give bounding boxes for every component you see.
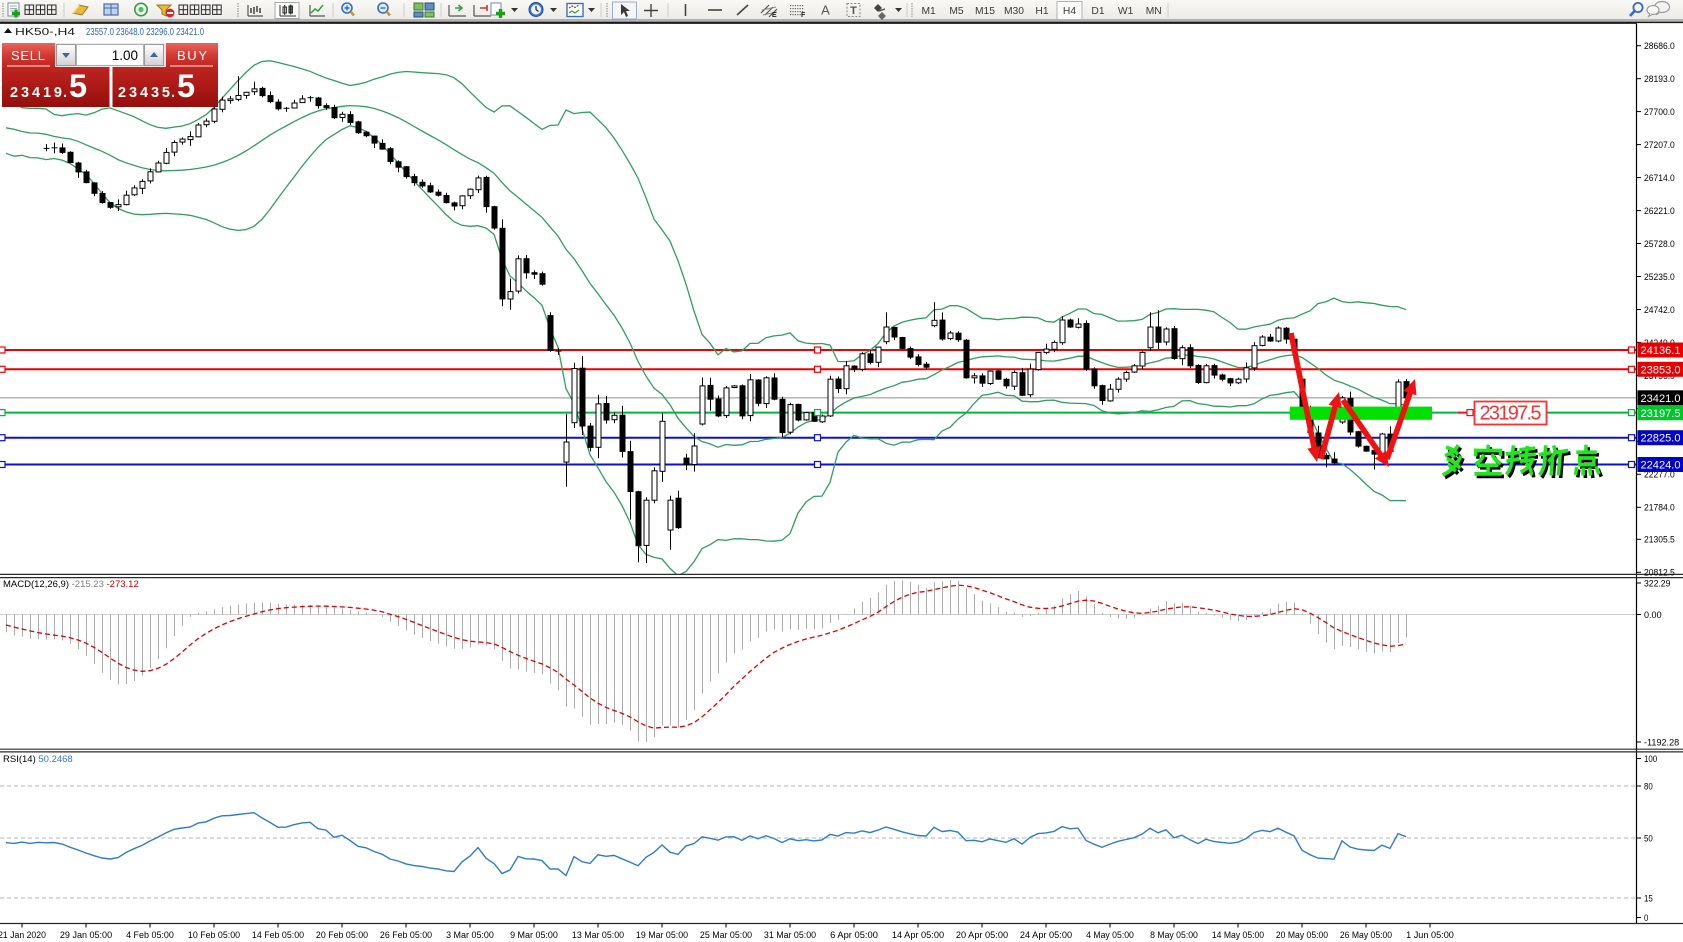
svg-text:-1192.28: -1192.28 — [1644, 737, 1679, 748]
svg-text:14 Feb 05:00: 14 Feb 05:00 — [252, 930, 304, 940]
svg-text:HK50-,H4: HK50-,H4 — [15, 27, 76, 38]
svg-text:9 Mar 05:00: 9 Mar 05:00 — [510, 930, 558, 940]
svg-text:28193.0: 28193.0 — [1644, 74, 1675, 85]
svg-text:MACD(12,26,9) -215.23 -273.12: MACD(12,26,9) -215.23 -273.12 — [3, 579, 139, 590]
svg-text:26 May 05:00: 26 May 05:00 — [1340, 930, 1392, 940]
svg-text:H1: H1 — [1035, 6, 1048, 17]
svg-text:24 Apr 05:00: 24 Apr 05:00 — [1020, 930, 1072, 940]
svg-text:23197.5: 23197.5 — [1641, 408, 1681, 420]
svg-text:20 May 05:00: 20 May 05:00 — [1276, 930, 1328, 940]
svg-text:M15: M15 — [975, 6, 995, 17]
svg-text:H4: H4 — [1063, 6, 1076, 17]
svg-text:A: A — [821, 3, 830, 18]
svg-text:23435: 23435 — [118, 85, 170, 101]
svg-text:25728.0: 25728.0 — [1644, 239, 1675, 250]
svg-text:4 May 05:00: 4 May 05:00 — [1086, 930, 1134, 940]
svg-text:SELL: SELL — [11, 48, 45, 63]
svg-text:22424.0: 22424.0 — [1641, 460, 1681, 472]
svg-text:80: 80 — [1644, 781, 1653, 792]
svg-text:19 Mar 05:00: 19 Mar 05:00 — [636, 930, 688, 940]
svg-text:3 Mar 05:00: 3 Mar 05:00 — [446, 930, 494, 940]
svg-text:13 Mar 05:00: 13 Mar 05:00 — [572, 930, 624, 940]
svg-text:5: 5 — [177, 68, 195, 104]
svg-text:22825.0: 22825.0 — [1641, 433, 1681, 445]
svg-text:M1: M1 — [921, 6, 936, 17]
svg-text:20 Apr 05:00: 20 Apr 05:00 — [956, 930, 1008, 940]
svg-text:5: 5 — [69, 68, 87, 104]
svg-text:1.00: 1.00 — [112, 48, 138, 63]
svg-text:23853.0: 23853.0 — [1641, 364, 1681, 376]
svg-text:W1: W1 — [1118, 6, 1134, 17]
svg-text:D1: D1 — [1091, 6, 1104, 17]
svg-text:25235.0: 25235.0 — [1644, 272, 1675, 283]
svg-text:4 Feb 05:00: 4 Feb 05:00 — [126, 930, 174, 940]
svg-text:10 Feb 05:00: 10 Feb 05:00 — [188, 930, 240, 940]
svg-text:6 Apr 05:00: 6 Apr 05:00 — [830, 930, 878, 940]
svg-text:25 Mar 05:00: 25 Mar 05:00 — [700, 930, 752, 940]
svg-text:27207.0: 27207.0 — [1644, 140, 1675, 151]
svg-text:26714.0: 26714.0 — [1644, 173, 1675, 184]
svg-text:322.29: 322.29 — [1644, 578, 1670, 589]
svg-text:BUY: BUY — [177, 48, 207, 63]
svg-text:21784.0: 21784.0 — [1644, 503, 1675, 514]
svg-text:F: F — [801, 12, 806, 19]
svg-text:21305.5: 21305.5 — [1644, 535, 1675, 546]
svg-text:0.00: 0.00 — [1644, 610, 1662, 621]
svg-text:23421.0: 23421.0 — [1641, 393, 1681, 405]
svg-text:24742.0: 24742.0 — [1644, 305, 1675, 316]
svg-text:29 Jan 05:00: 29 Jan 05:00 — [60, 930, 112, 940]
svg-text:MN: MN — [1146, 6, 1162, 17]
svg-text:50: 50 — [1644, 833, 1653, 844]
svg-text:T: T — [850, 5, 857, 17]
svg-text:24136.1: 24136.1 — [1641, 345, 1681, 357]
svg-text:26 Feb 05:00: 26 Feb 05:00 — [380, 930, 432, 940]
svg-text:M30: M30 — [1004, 6, 1024, 17]
svg-text:M5: M5 — [949, 6, 964, 17]
svg-text:23419: 23419 — [10, 85, 62, 101]
svg-text:1 Jun 05:00: 1 Jun 05:00 — [1406, 930, 1454, 940]
svg-text:22277.0: 22277.0 — [1644, 470, 1675, 481]
svg-text:0: 0 — [1644, 913, 1648, 924]
svg-text:14 Apr 05:00: 14 Apr 05:00 — [892, 930, 944, 940]
svg-text:8 May 05:00: 8 May 05:00 — [1150, 930, 1198, 940]
svg-text:100: 100 — [1644, 754, 1657, 765]
svg-text:.: . — [171, 85, 175, 101]
svg-text:23197.5: 23197.5 — [1480, 403, 1542, 425]
svg-text:15: 15 — [1644, 893, 1653, 904]
svg-text:14 May 05:00: 14 May 05:00 — [1212, 930, 1264, 940]
svg-text:RSI(14) 50.2468: RSI(14) 50.2468 — [3, 754, 73, 765]
svg-text:20 Feb 05:00: 20 Feb 05:00 — [316, 930, 368, 940]
svg-text:27700.0: 27700.0 — [1644, 107, 1675, 118]
svg-text:26221.0: 26221.0 — [1644, 206, 1675, 217]
svg-text:20812.5: 20812.5 — [1644, 568, 1675, 579]
svg-text:E: E — [772, 12, 777, 19]
svg-text:28686.0: 28686.0 — [1644, 41, 1675, 52]
svg-text:.: . — [63, 85, 67, 101]
svg-text:31 Mar 05:00: 31 Mar 05:00 — [764, 930, 816, 940]
svg-text:23557.0 23648.0 23296.0 23421.: 23557.0 23648.0 23296.0 23421.0 — [86, 27, 204, 38]
svg-text:21 Jan 2020: 21 Jan 2020 — [0, 930, 46, 940]
